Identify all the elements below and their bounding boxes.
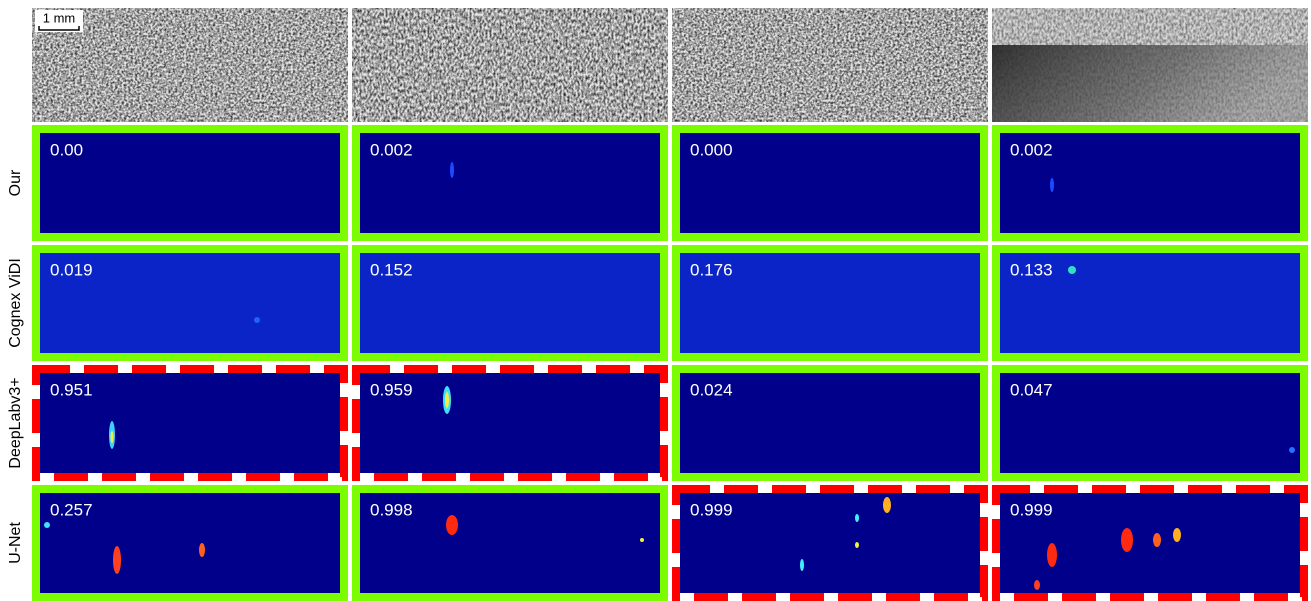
anomaly-blob — [113, 546, 121, 574]
score: 0.133 — [1010, 260, 1053, 279]
anomaly-blob — [1034, 580, 1040, 590]
score: 0.002 — [370, 140, 413, 159]
anomaly-blob — [1050, 178, 1054, 192]
anomaly-blob — [446, 515, 458, 535]
anomaly-blob — [111, 431, 114, 443]
anomaly-blob — [1289, 447, 1295, 453]
anomaly-blob — [199, 543, 205, 557]
score: 0.951 — [50, 380, 93, 399]
anomaly-blob — [800, 559, 804, 571]
row-label: Cognex ViDI — [7, 258, 24, 348]
anomaly-blob — [855, 542, 859, 548]
anomaly-blob — [1047, 543, 1057, 567]
anomaly-blob — [883, 497, 891, 513]
figure: 1 mm Our 0.00 0.002 0.000 0.002 Cognex ViDI 0.… — [0, 0, 1311, 601]
score: 0.047 — [1010, 380, 1053, 399]
anomaly-blob — [1173, 528, 1181, 542]
anomaly-blob — [1121, 528, 1133, 552]
score: 0.024 — [690, 380, 733, 399]
score: 0.999 — [1010, 500, 1053, 519]
score: 0.998 — [370, 500, 413, 519]
anomaly-blob — [44, 522, 50, 528]
score: 0.00 — [50, 140, 83, 159]
anomaly-blob — [450, 162, 454, 178]
anomaly-blob — [640, 538, 644, 542]
anomaly-blob — [855, 514, 859, 522]
anomaly-blob — [445, 392, 449, 408]
score: 0.176 — [690, 260, 733, 279]
anomaly-blob — [254, 317, 260, 323]
score: 0.000 — [690, 140, 733, 159]
score: 0.999 — [690, 500, 733, 519]
row-label: DeepLabv3+ — [7, 377, 24, 468]
texture-images — [32, 8, 1308, 122]
anomaly-blob — [1068, 266, 1076, 274]
score: 0.257 — [50, 500, 93, 519]
anomaly-blob — [1153, 533, 1161, 547]
row-label: Our — [7, 169, 24, 196]
score: 0.959 — [370, 380, 413, 399]
row-label: U-Net — [7, 522, 24, 564]
score: 0.002 — [1010, 140, 1053, 159]
score: 0.019 — [50, 260, 93, 279]
scale-bar-label: 1 mm — [43, 10, 76, 25]
score: 0.152 — [370, 260, 413, 279]
